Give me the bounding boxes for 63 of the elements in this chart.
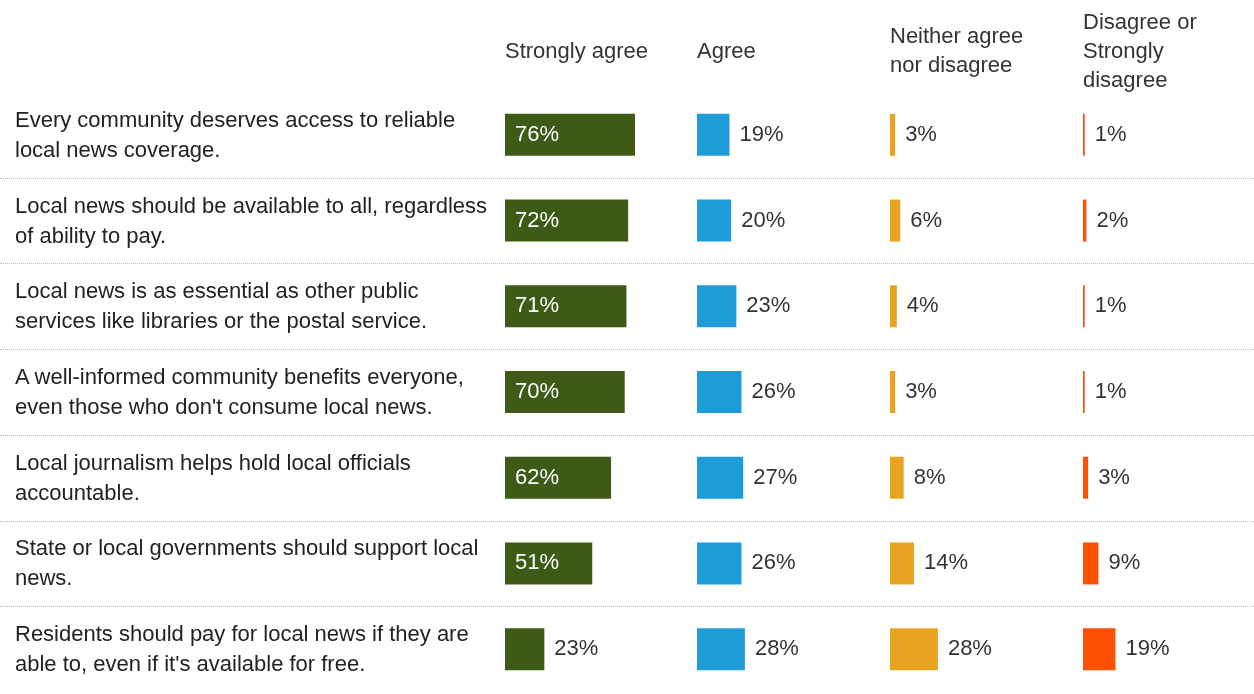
bar [890, 628, 938, 671]
data-label: 8% [913, 463, 946, 489]
y-tick-label: A well-informed community benefits everyone, even those who don't consume local news. [15, 363, 465, 421]
data-label: 9% [1108, 549, 1141, 575]
bar [697, 371, 742, 413]
data-label: 20% [741, 206, 786, 232]
bar [890, 456, 904, 499]
data-label: 23% [554, 635, 599, 661]
y-tick-label: Local journalism helps hold local officials accountable. [15, 448, 412, 507]
bar [1083, 456, 1089, 499]
data-label: 19% [739, 120, 784, 146]
y-tick-label: Local news should be available to all, regardless of ability to pay. [15, 191, 489, 250]
bar [890, 113, 896, 156]
data-label: 62% [515, 463, 560, 489]
data-label: 26% [751, 549, 796, 575]
data-label: 27% [753, 463, 798, 489]
data-label: 51% [515, 549, 560, 575]
bar [890, 542, 914, 585]
bar [1083, 542, 1099, 585]
data-label: 1% [1094, 120, 1127, 146]
chart-title: Strongly agree [505, 36, 650, 65]
data-label: 71% [515, 292, 560, 318]
bar [505, 199, 629, 242]
bar [697, 285, 737, 328]
data-label: 26% [751, 378, 796, 404]
y-tick-label: Local news is as essential as other public services like libraries or the postal service. [15, 277, 429, 336]
bar [890, 285, 897, 328]
data-label: 3% [1098, 463, 1130, 489]
bar [505, 371, 625, 413]
bar [505, 628, 545, 671]
bar [697, 542, 742, 585]
data-label: 3% [905, 120, 937, 146]
bar [697, 628, 745, 671]
data-label: 1% [1094, 378, 1127, 404]
chart-title: Disagree or Strongly disagree [1083, 7, 1198, 94]
data-label: 28% [754, 635, 799, 661]
y-tick-label: Residents should pay for local news if they are able to, even if it's available for free. [15, 620, 470, 679]
data-label: 4% [906, 292, 939, 318]
bar [890, 199, 901, 242]
chart-title: Agree [697, 36, 757, 65]
bar [890, 371, 896, 413]
data-label: 2% [1096, 206, 1129, 232]
y-tick-label: Every community deserves access to reliable local news coverage. [15, 105, 457, 164]
bar [505, 113, 635, 156]
chart-title: Neither agree nor disagree [890, 22, 1025, 79]
data-label: 76% [515, 120, 560, 146]
bar [697, 113, 730, 156]
y-tick-label: State or local governments should support local news. [15, 534, 480, 593]
bar [697, 456, 744, 499]
data-label: 3% [905, 378, 937, 404]
bar [505, 542, 593, 585]
bar [1083, 628, 1116, 671]
bar [505, 285, 627, 328]
data-label: 70% [515, 378, 560, 404]
data-label: 1% [1094, 292, 1127, 318]
data-label: 23% [746, 292, 791, 318]
bar [697, 199, 732, 242]
data-label: 72% [515, 206, 560, 232]
data-label: 19% [1125, 635, 1170, 661]
data-label: 14% [923, 549, 968, 575]
data-label: 6% [910, 206, 943, 232]
data-label: 28% [947, 635, 992, 661]
bar [505, 456, 612, 499]
